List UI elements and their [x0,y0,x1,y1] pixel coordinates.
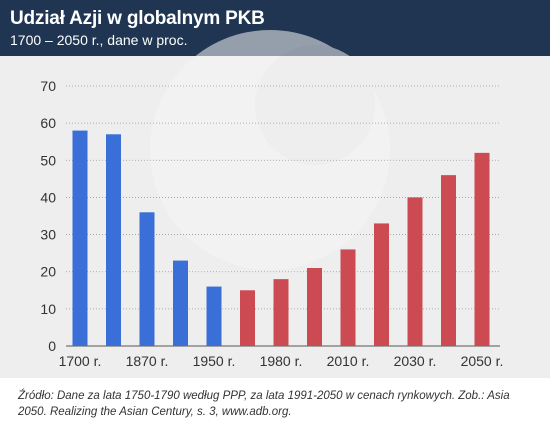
source-line-2: 2050. Realizing the Asian Century, s. 3,… [18,406,292,418]
watermark-logo [150,30,390,270]
bar-1973r [240,290,255,346]
source-line-1: Źródło: Dane za lata 1750-1790 według PP… [18,390,510,402]
bar-1913r [173,260,188,346]
bar-2010r [340,249,356,346]
bar-2020r [374,223,389,346]
y-tick-label: 70 [40,78,56,94]
y-tick-label: 50 [40,152,56,168]
bar-1950r [206,286,222,346]
source-note: Źródło: Dane za lata 1750-1790 według PP… [18,388,538,420]
x-tick-label: 2050 r. [461,353,504,369]
y-tick-label: 40 [40,189,56,205]
bar-1700r [72,130,88,346]
bar-1820r [106,134,121,346]
x-tick-label: 2010 r. [327,353,370,369]
bar-2050r [474,152,490,346]
bar-2040r [441,175,456,346]
y-tick-label: 20 [40,264,56,280]
x-tick-label: 1870 r. [126,353,169,369]
x-tick-label: 2030 r. [394,353,437,369]
x-tick-label: 1950 r. [193,353,236,369]
y-tick-label: 0 [48,338,56,354]
y-tick-label: 10 [40,301,56,317]
y-tick-label: 60 [40,115,56,131]
chart-subtitle: 1700 – 2050 r., dane w proc. [10,32,188,48]
bar-1990r [307,268,322,346]
y-tick-label: 30 [40,227,56,243]
bar-1870r [139,212,155,346]
x-tick-label: 1700 r. [59,353,102,369]
chart-title: Udział Azji w globalnym PKB [10,8,265,29]
bar-2030r [407,197,423,346]
bar-1980r [273,279,289,346]
x-tick-label: 1980 r. [260,353,303,369]
